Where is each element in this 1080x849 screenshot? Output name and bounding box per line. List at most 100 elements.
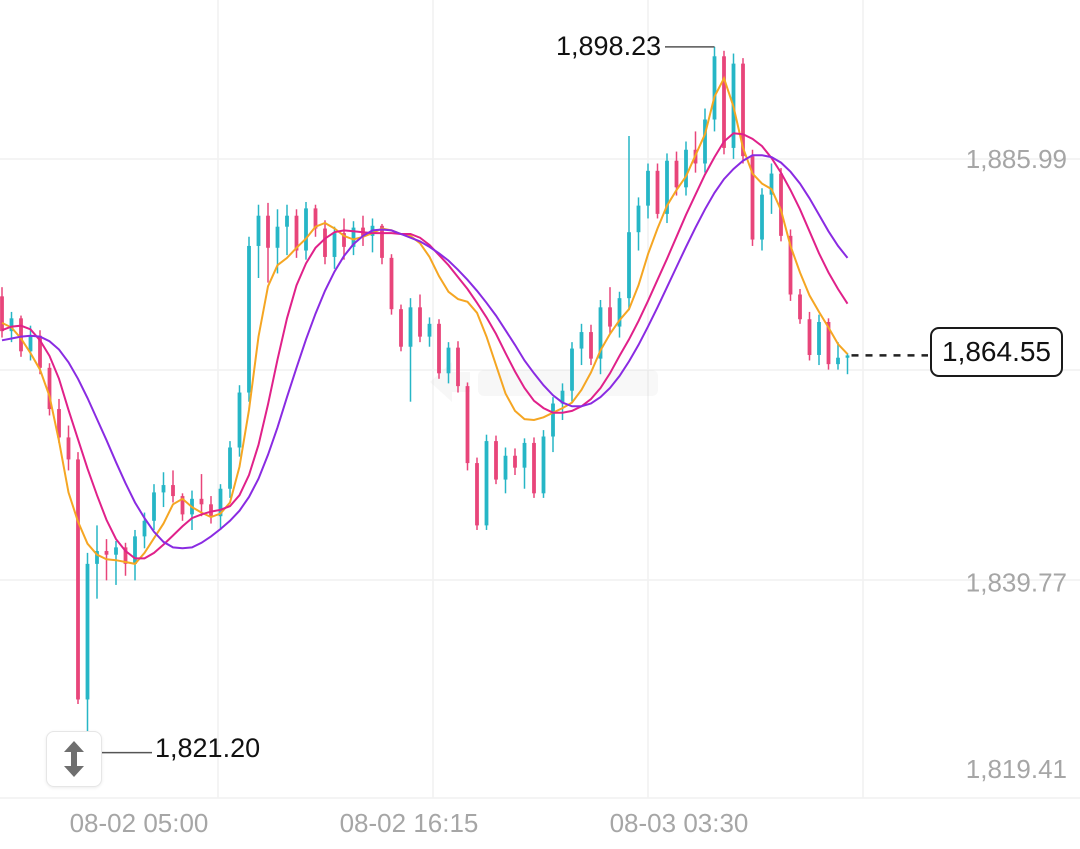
- candle-up: [9, 318, 14, 332]
- candle-down: [76, 459, 80, 700]
- candle-down: [655, 170, 660, 214]
- candle-down: [342, 233, 346, 247]
- candle-up: [712, 56, 717, 120]
- candle-up: [332, 233, 337, 257]
- candle-up: [446, 347, 451, 374]
- vertical-zoom-button[interactable]: [46, 731, 102, 787]
- candle-down: [380, 225, 384, 258]
- candle-down: [199, 498, 204, 505]
- candle-up: [256, 215, 261, 246]
- moving-average-mid-line: [1, 132, 849, 560]
- candle-up: [114, 547, 118, 555]
- candle-up: [351, 227, 356, 247]
- candle-up: [408, 307, 413, 347]
- candle-down: [475, 463, 479, 526]
- candle-down: [741, 63, 745, 157]
- current-price-tag: 1,864.55: [930, 327, 1063, 377]
- price-axis-tick-label: 1,839.77: [966, 567, 1067, 597]
- candle-up: [133, 536, 137, 564]
- candle-down: [323, 228, 327, 257]
- candle-up: [161, 485, 166, 493]
- time-axis-tick-label: 08-03 03:30: [610, 808, 749, 838]
- candle-up: [541, 436, 546, 494]
- candle-down: [0, 296, 4, 332]
- candle-up: [484, 441, 489, 526]
- candle-up: [760, 194, 764, 240]
- candle-up: [152, 492, 156, 521]
- candle-down: [418, 307, 422, 337]
- candle-down: [399, 309, 403, 347]
- moving-averages-layer: [1, 75, 849, 565]
- candle-down: [465, 386, 470, 464]
- candle-down: [209, 504, 213, 517]
- price-axis-tick-label: 1,885.99: [966, 144, 1067, 174]
- time-axis-tick-label: 08-02 16:15: [340, 808, 479, 838]
- candle-up: [285, 215, 289, 227]
- candle-down: [19, 318, 23, 352]
- candle-up: [275, 226, 280, 248]
- price-axis-tick-label: 1,819.41: [966, 754, 1067, 784]
- candle-down: [180, 496, 185, 515]
- candle-up: [703, 119, 707, 164]
- candle-up: [636, 205, 641, 233]
- candle-up: [665, 160, 669, 214]
- candle-down: [750, 156, 755, 240]
- candle-up: [218, 488, 223, 517]
- candle-down: [437, 323, 441, 374]
- candle-down: [171, 485, 175, 497]
- candle-up: [579, 332, 584, 349]
- candle-up: [247, 245, 251, 393]
- candle-up: [646, 170, 650, 206]
- vertical-resize-icon: [64, 741, 84, 777]
- candle-down: [313, 208, 318, 229]
- candle-down: [513, 455, 517, 468]
- candle-up: [560, 390, 565, 404]
- candle-down: [123, 547, 128, 564]
- candle-down: [294, 215, 299, 251]
- candle-down: [722, 56, 726, 148]
- candle-down: [798, 294, 802, 320]
- candle-down: [38, 335, 42, 368]
- candles-layer: [0, 46, 850, 753]
- candle-up: [769, 173, 774, 195]
- candle-up: [570, 348, 574, 391]
- candle-up: [142, 520, 147, 537]
- time-axis-tick-label: 08-02 05:00: [70, 808, 209, 838]
- candle-down: [57, 409, 61, 438]
- candle-down: [47, 367, 52, 410]
- candle-down: [104, 551, 109, 555]
- candle-down: [532, 442, 536, 494]
- candle-up: [85, 563, 90, 700]
- candle-up: [228, 447, 232, 489]
- high-price-label: 1,898.23: [556, 31, 662, 61]
- candle-down: [807, 319, 812, 355]
- moving-average-slow-line: [1, 154, 849, 550]
- candle-up: [627, 232, 631, 299]
- moving-average-fast-line: [1, 75, 849, 565]
- candle-up: [836, 357, 840, 365]
- candle-down: [266, 215, 270, 248]
- candle-up: [503, 455, 508, 480]
- candle-up: [845, 355, 850, 358]
- watermark: [430, 362, 658, 402]
- candle-down: [66, 437, 71, 460]
- candle-up: [617, 298, 622, 327]
- candle-up: [304, 208, 308, 251]
- candle-up: [598, 307, 603, 359]
- current-price-value: 1,864.55: [942, 336, 1051, 367]
- grid-layer: [0, 0, 1080, 799]
- candle-down: [779, 173, 783, 236]
- candle-up: [427, 323, 432, 337]
- candle-up: [522, 442, 527, 468]
- candle-down: [589, 332, 593, 359]
- candle-down: [788, 235, 793, 295]
- annotation-layer: [87, 46, 928, 754]
- candle-down: [494, 441, 498, 480]
- candle-down: [456, 347, 460, 387]
- candle-up: [237, 392, 242, 448]
- candle-up: [817, 321, 821, 355]
- candle-down: [608, 307, 612, 327]
- candle-up: [95, 551, 99, 564]
